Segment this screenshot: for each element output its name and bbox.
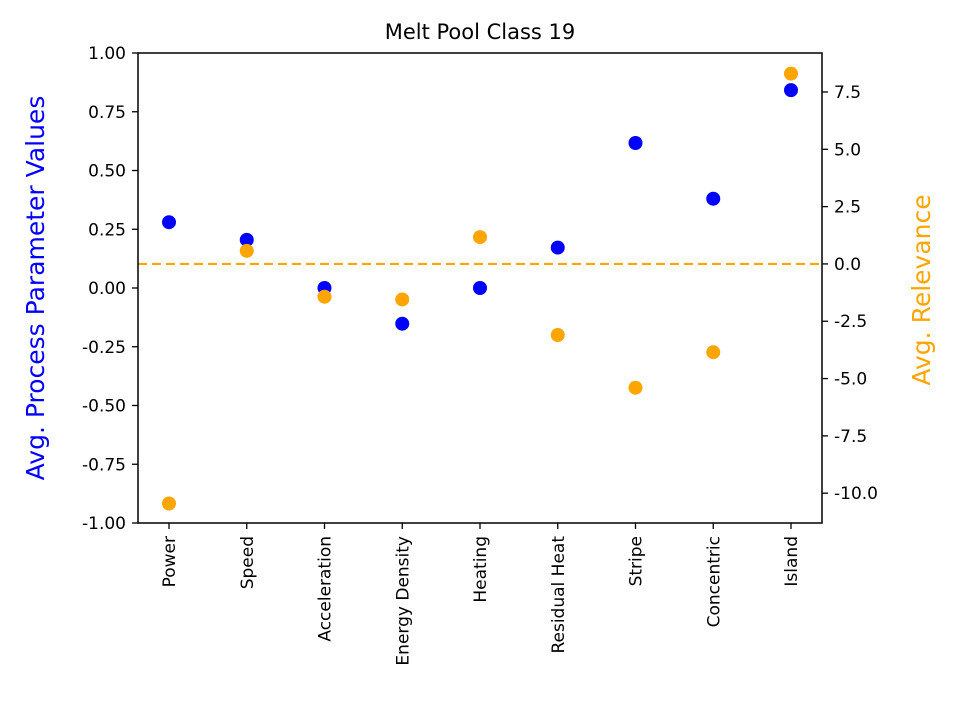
x-tick-label: Energy Density bbox=[393, 536, 413, 666]
process-parameter-point bbox=[239, 232, 254, 247]
relevance-point bbox=[317, 289, 332, 304]
process-parameter-point bbox=[550, 240, 565, 255]
right-y-tick-label: -7.5 bbox=[834, 427, 867, 447]
chart-title: Melt Pool Class 19 bbox=[385, 20, 576, 44]
right-y-tick-label: 5.0 bbox=[834, 140, 861, 160]
relevance-point bbox=[550, 328, 565, 342]
x-axis: Power Speed Acceleration Energy Density Heat… bbox=[160, 523, 802, 666]
x-tick-label: Acceleration bbox=[316, 536, 336, 642]
x-tick-label: Speed bbox=[238, 536, 258, 589]
left-y-axis-label: Avg. Process Parameter Values bbox=[21, 96, 50, 481]
relevance-point bbox=[784, 66, 798, 81]
relevance-point bbox=[473, 230, 487, 245]
relevance-point bbox=[706, 345, 721, 360]
left-y-tick-label: -0.50 bbox=[82, 397, 126, 417]
x-tick-label: Island bbox=[782, 536, 802, 587]
right-y-axis-label: Avg. Relevance bbox=[907, 194, 936, 385]
x-tick-label: Residual Heat bbox=[549, 536, 569, 654]
relevance-point bbox=[239, 243, 254, 258]
right-y-axis: -10.0 -7.5 -5.0 -2.5 0.0 2.5 5.0 7.5 bbox=[822, 83, 878, 504]
process-parameter-point bbox=[473, 281, 487, 295]
relevance-point bbox=[162, 496, 176, 511]
x-tick-label: Concentric bbox=[704, 536, 724, 627]
left-y-tick-label: 0.50 bbox=[88, 162, 126, 182]
right-y-tick-label: 2.5 bbox=[834, 198, 861, 218]
left-y-tick-label: 1.00 bbox=[88, 44, 126, 64]
left-y-tick-label: 0.25 bbox=[88, 220, 126, 240]
process-parameter-point bbox=[784, 83, 798, 98]
x-tick-label: Power bbox=[160, 536, 180, 587]
relevance-point bbox=[628, 380, 643, 395]
x-tick-label: Stripe bbox=[627, 536, 647, 586]
right-y-tick-label: -2.5 bbox=[834, 312, 867, 332]
process-parameter-point bbox=[395, 316, 410, 331]
left-y-tick-label: -0.25 bbox=[82, 338, 126, 358]
process-parameter-point bbox=[706, 191, 721, 206]
relevance-point bbox=[395, 292, 410, 307]
right-y-tick-label: -10.0 bbox=[834, 484, 878, 504]
x-tick-label: Heating bbox=[471, 536, 491, 603]
right-y-tick-label: 0.0 bbox=[834, 255, 861, 275]
left-y-tick-label: 0.75 bbox=[88, 103, 126, 123]
process-parameter-point bbox=[628, 136, 643, 151]
left-y-tick-label: -0.75 bbox=[82, 455, 126, 475]
right-y-tick-label: -5.0 bbox=[834, 370, 867, 390]
left-y-tick-label: 0.00 bbox=[88, 279, 126, 299]
data-points-layer bbox=[162, 66, 798, 511]
process-parameter-point bbox=[162, 215, 176, 230]
right-y-tick-label: 7.5 bbox=[834, 83, 861, 103]
left-y-tick-label: -1.00 bbox=[82, 514, 126, 534]
left-y-axis: -1.00 -0.75 -0.50 -0.25 0.00 0.25 0.50 0.75 1.00 bbox=[82, 44, 138, 534]
